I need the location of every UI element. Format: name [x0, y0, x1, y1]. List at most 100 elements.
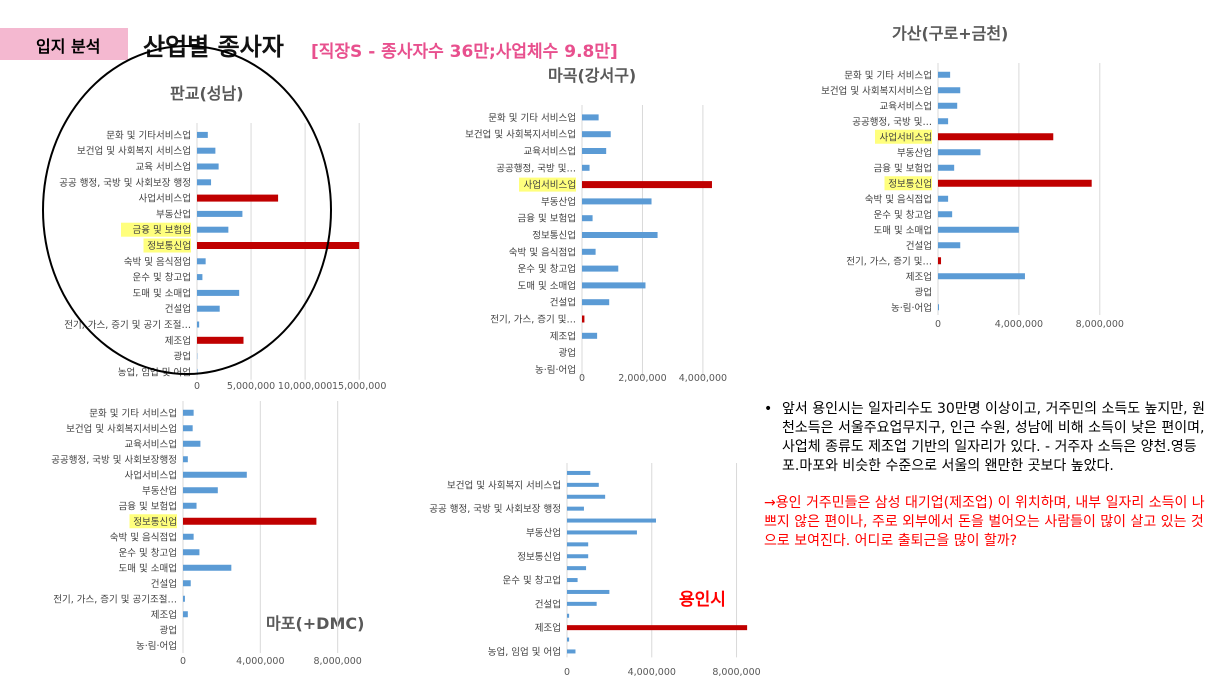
gasan-xtick-label: 4,000,000 [995, 319, 1043, 330]
chart-title-gasan: 가산(구로+금천) [892, 24, 1009, 43]
gasan-category-label: 교육서비스업 [880, 100, 932, 112]
magok-label-highlight [519, 177, 576, 192]
mapo-category-label: 문화 및 기타 서비스업 [89, 407, 177, 419]
magok-bar [582, 131, 611, 138]
yongin-category-label: 부동산업 [526, 527, 561, 539]
gasan-category-label: 금융 및 보험업 [874, 162, 932, 174]
mapo-category-label: 보건업 및 사회복지서비스업 [66, 423, 177, 435]
mapo-bar [183, 595, 185, 602]
magok-bar [582, 282, 646, 289]
mapo-xtick-label: 0 [180, 656, 186, 667]
gasan-bar [938, 273, 1025, 280]
mapo-category-label: 건설업 [151, 578, 177, 590]
gasan-bar [938, 149, 981, 156]
mapo-category-label: 공공행정, 국방 및 사회보장행정 [51, 454, 177, 466]
mapo-category-label: 전기, 가스, 증기 및 공기조절… [53, 593, 177, 605]
magok-category-label: 문화 및 기타 서비스업 [488, 112, 576, 124]
yongin-bar [567, 601, 597, 606]
gasan-bar [938, 242, 961, 249]
yongin-category-label: 농업, 임업 및 어업 [488, 646, 561, 658]
magok-xtick-label: 2,000,000 [618, 373, 666, 384]
pangyo-xtick-label: 10,000,000 [278, 381, 332, 392]
mapo-category-label: 농·림·어업 [136, 640, 177, 652]
mapo-category-label: 사업서비스업 [125, 469, 177, 481]
yongin-xtick-label: 4,000,000 [628, 667, 676, 678]
yongin-bar [567, 649, 576, 654]
yongin-bar [567, 494, 606, 499]
mapo-category-label: 운수 및 창고업 [119, 547, 177, 559]
gasan-category-label: 농·림·어업 [891, 302, 932, 314]
magok-category-label: 공공행정, 국방 및… [496, 162, 576, 174]
pangyo-xtick-label: 0 [194, 381, 200, 392]
magok-bar [582, 181, 712, 189]
section-tag-label: 입지 분석 [36, 37, 101, 56]
gasan-category-label: 운수 및 창고업 [874, 209, 932, 221]
page-subtitle: [직장S - 종사자수 36만;사업체수 9.8만] [311, 42, 618, 62]
mapo-bar [183, 549, 200, 556]
gasan-bar [938, 118, 949, 125]
yongin-xtick-label: 8,000,000 [712, 667, 760, 678]
magok-bar [582, 198, 652, 205]
gasan-bar [938, 304, 940, 311]
mapo-bar [183, 456, 188, 463]
yongin-bar [567, 566, 587, 571]
magok-bar [582, 148, 607, 154]
pangyo-xtick-label: 15,000,000 [332, 381, 386, 392]
gasan-category-label: 숙박 및 음식점업 [865, 193, 932, 205]
highlight-circle [42, 45, 332, 375]
mapo-bar [183, 425, 193, 432]
mapo-category-label: 부동산업 [142, 485, 177, 497]
gasan-category-label: 제조업 [906, 271, 932, 283]
yongin-bar [567, 589, 610, 594]
yongin-category-label: 건설업 [535, 598, 561, 610]
magok-bar [582, 315, 585, 323]
gasan-bar [938, 164, 955, 171]
gasan-bar [938, 87, 961, 94]
gasan-bar [938, 102, 958, 109]
magok-category-label: 농·림·어업 [535, 364, 576, 376]
magok-category-label: 도매 및 소매업 [518, 280, 576, 292]
mapo-bar [183, 502, 197, 509]
gasan-category-label: 광업 [915, 286, 932, 298]
gasan-xtick-label: 0 [935, 319, 941, 330]
magok-category-label: 광업 [559, 347, 576, 359]
magok-bar [582, 164, 590, 171]
yongin-bar [567, 518, 656, 523]
gasan-bar [938, 226, 1019, 233]
gasan-label-highlight [875, 129, 932, 144]
mapo-bar [183, 409, 194, 416]
magok-category-label: 금융 및 보험업 [518, 213, 576, 225]
magok-bar [582, 215, 593, 222]
gasan-category-label: 문화 및 기타 서비스업 [844, 69, 932, 81]
gasan-category-label: 부동산업 [897, 147, 932, 159]
mapo-bar [183, 487, 218, 494]
yongin-category-label: 공공 행정, 국방 및 사회보장 행정 [429, 503, 561, 515]
magok-bar [582, 232, 658, 238]
mapo-category-label: 교육서비스업 [125, 438, 177, 450]
mapo-category-label: 제조업 [151, 609, 177, 621]
gasan-bar [938, 133, 1054, 141]
notes-box: 앞서 용인시는 일자리수도 30만명 이상이고, 거주민의 소득도 높지만, 원… [764, 400, 1208, 551]
gasan-bar [938, 71, 951, 78]
mapo-bar [183, 440, 201, 447]
mapo-category-label: 정보통신업 [133, 516, 177, 528]
yongin-category-label: 운수 및 창고업 [503, 575, 561, 587]
yongin-bar [567, 613, 570, 618]
mapo-category-label: 숙박 및 음식점업 [110, 531, 177, 543]
gasan-bar [938, 195, 949, 202]
magok-bar [582, 265, 619, 272]
magok-bar [582, 248, 596, 255]
magok-category-label: 보건업 및 사회복지서비스업 [465, 129, 576, 141]
section-tag: 입지 분석 [0, 28, 128, 60]
yongin-category-label: 보건업 및 사회복지 서비스업 [447, 479, 561, 491]
yongin-bar [567, 625, 748, 631]
magok-category-label: 부동산업 [541, 196, 576, 208]
notes-conclusion: →용인 거주민들은 삼성 대기업(제조업) 이 위치하며, 내부 일자리 소득이… [764, 495, 1205, 549]
gasan-category-label: 도매 및 소매업 [874, 224, 932, 236]
magok-category-label: 제조업 [550, 330, 576, 342]
magok-category-label: 교육서비스업 [524, 146, 576, 158]
chart-title-mapo: 마포(+DMC) [266, 614, 365, 633]
chart-title-yongin: 용인시 [679, 590, 726, 610]
mapo-bar [183, 580, 191, 587]
mapo-bar [183, 533, 194, 540]
